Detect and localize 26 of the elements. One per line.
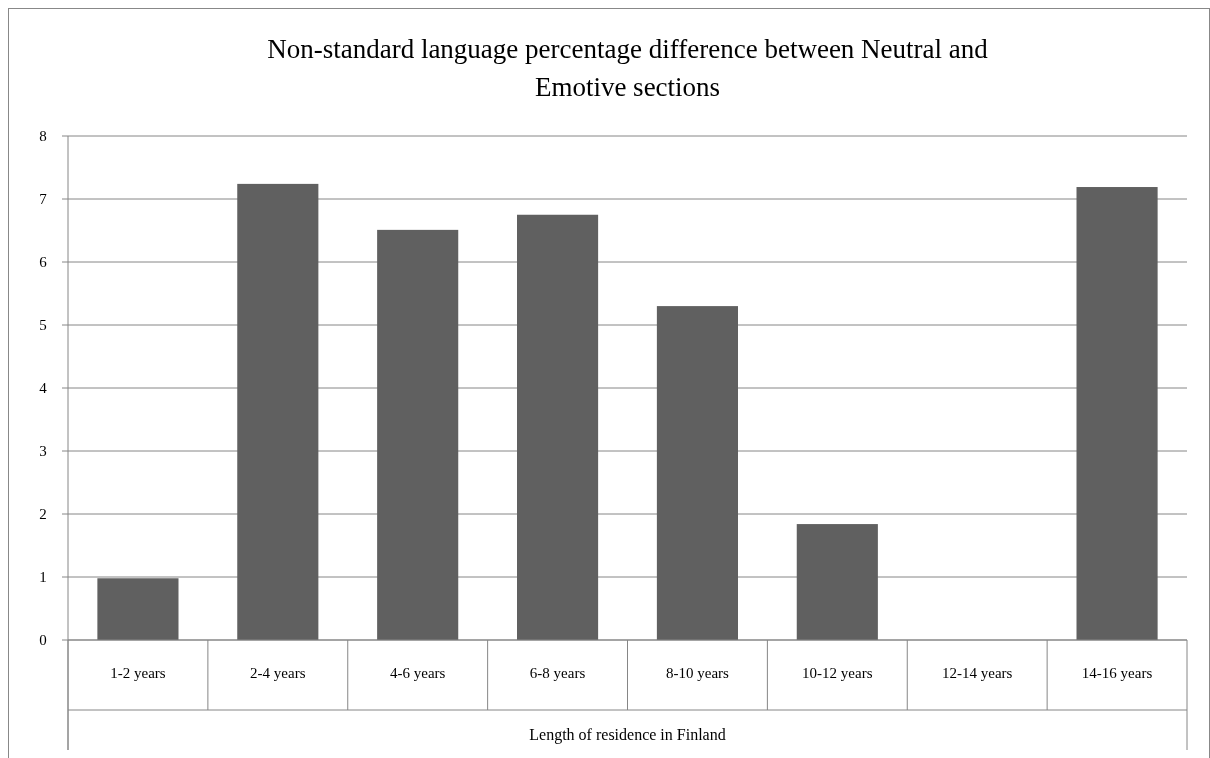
y-tick-label: 1 <box>39 569 47 586</box>
bar <box>656 306 738 640</box>
x-tick-label: 2-4 years <box>250 665 306 681</box>
y-tick-label: 6 <box>39 254 48 271</box>
y-tick-label: 0 <box>39 632 47 649</box>
x-tick-label: 8-10 years <box>665 665 730 681</box>
x-axis-title: Length of residence in Finland <box>529 726 726 744</box>
bar <box>97 578 179 640</box>
bar <box>796 524 878 640</box>
y-tick-label: 2 <box>39 506 47 523</box>
y-tick-label: 8 <box>39 128 47 145</box>
x-tick-label: 1-2 years <box>110 665 166 681</box>
y-tick-label: 7 <box>39 191 48 208</box>
x-tick-label: 12-14 years <box>941 665 1013 681</box>
bar <box>237 183 319 640</box>
chart-title: Non-standard language percentage difference between Neutral and Emotive sections <box>267 34 989 102</box>
y-tick-label: 5 <box>39 317 47 334</box>
y-tick-label: 4 <box>39 380 48 397</box>
y-tick-label: 3 <box>39 443 47 460</box>
x-tick-label: 4-6 years <box>389 665 446 681</box>
x-tick-label: 10-12 years <box>802 665 873 681</box>
x-tick-label: 14-16 years <box>1081 665 1153 681</box>
x-tick-label: 6-8 years <box>529 665 586 681</box>
bar <box>377 229 459 640</box>
bar <box>1076 187 1158 640</box>
bar <box>517 214 599 640</box>
